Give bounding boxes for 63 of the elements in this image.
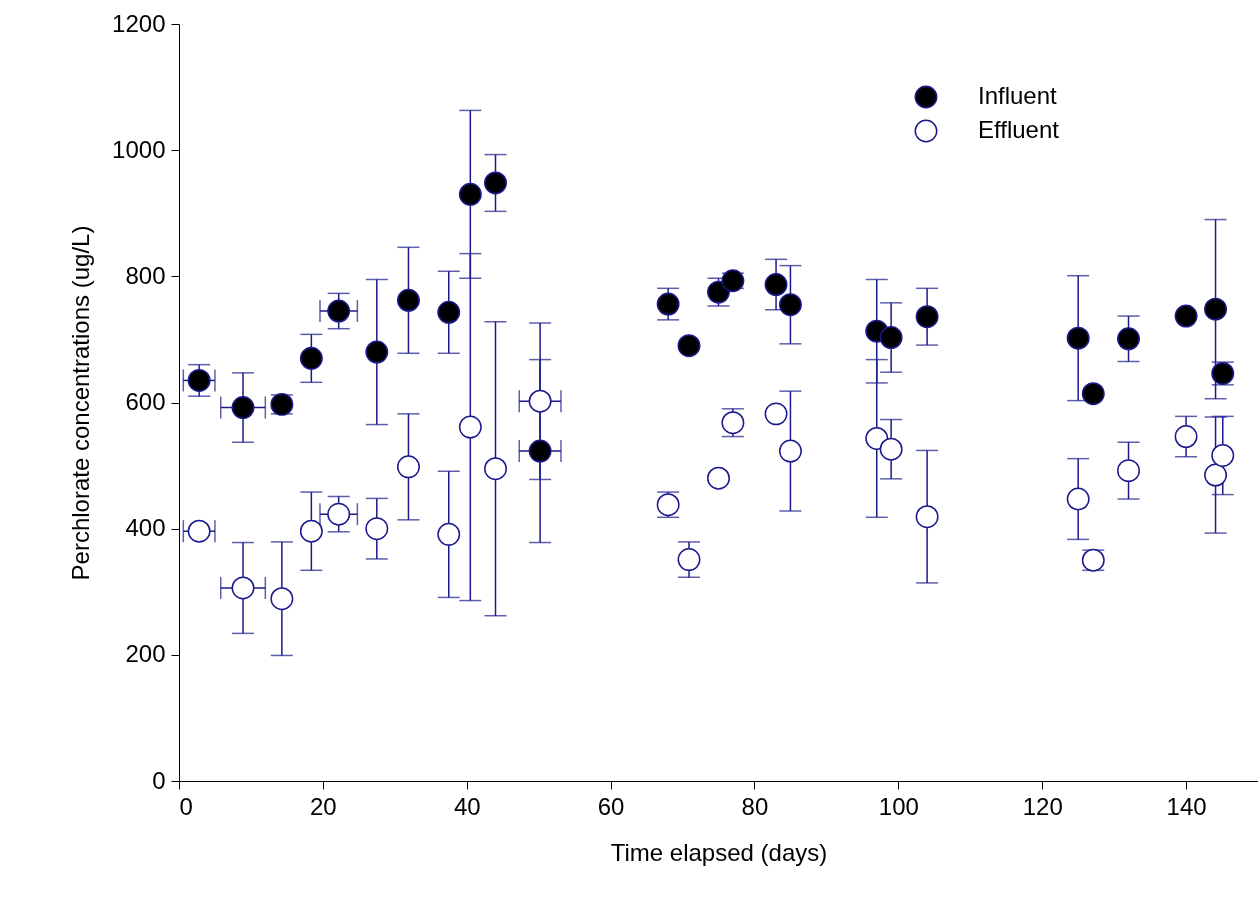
point [437,522,461,546]
point [187,368,211,392]
point [458,415,482,439]
point [879,437,903,461]
point [677,334,701,358]
point [677,548,701,572]
point [231,576,255,600]
point [778,439,802,463]
y-tick-label: 200 [125,640,166,668]
point [187,519,211,543]
point [1211,444,1235,467]
x-tick-label: 100 [878,792,919,820]
point [396,455,420,479]
x-tick-label: 80 [741,792,769,820]
point [528,389,552,413]
point [764,402,788,426]
legend-label: Influent [978,82,1058,109]
x-tick-label: 20 [310,792,337,820]
x-tick-label: 40 [453,792,481,820]
point [778,293,802,317]
point [484,457,507,481]
point [528,439,552,463]
point [327,299,351,323]
x-tick-label: 120 [1022,792,1063,820]
point [484,171,507,195]
point [231,396,255,419]
legend-label: Effluent [978,116,1060,143]
point [299,519,323,543]
point [865,427,889,450]
y-tick-label: 400 [125,514,166,542]
point [1066,326,1090,350]
y-tick-label: 1200 [112,9,166,37]
point [656,292,680,316]
point [879,326,903,349]
y-axis-title: Perchlorate concentrations (ug/L) [67,225,95,581]
point [1066,487,1090,511]
point [1117,327,1140,351]
point [270,587,294,611]
point [1117,459,1140,483]
point [915,505,939,529]
x-axis-title: Time elapsed (days) [610,838,828,866]
point [1174,425,1198,449]
point [1174,304,1198,328]
point [327,502,351,526]
point [1204,463,1228,487]
point [915,305,939,329]
x-tick-label: 0 [179,792,193,820]
point [1204,297,1228,321]
point [458,182,482,206]
point [764,273,788,296]
x-tick-label: 60 [597,792,625,820]
y-tick-label: 600 [125,388,166,415]
y-tick-label: 800 [125,261,166,289]
point [365,340,389,364]
point [1081,382,1105,406]
y-tick-label: 0 [152,766,166,794]
point [299,346,323,370]
point [707,466,730,490]
x-tick-label: 140 [1166,792,1207,820]
point [437,300,461,324]
point [396,288,420,312]
y-tick-label: 1000 [112,135,166,163]
point [365,517,389,541]
